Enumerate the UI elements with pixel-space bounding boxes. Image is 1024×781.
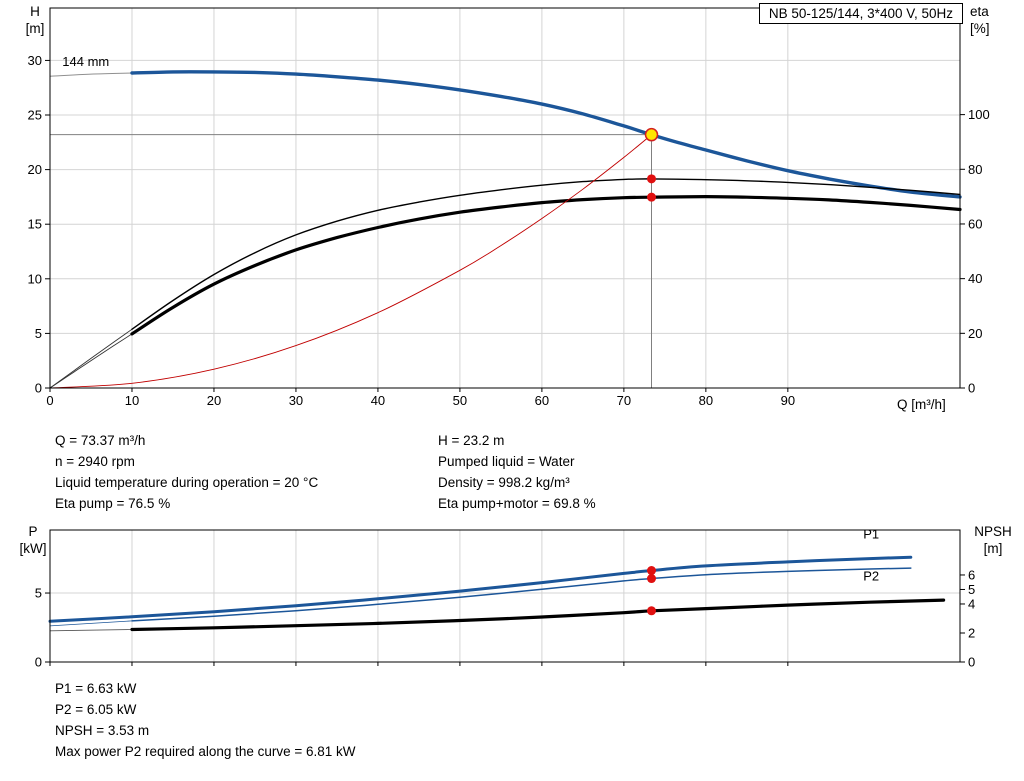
npsh-axis-title: NPSH [m] — [964, 523, 1022, 557]
y-right-tick-label: 5 — [968, 582, 975, 597]
eta-axis-title-line1: eta — [970, 4, 989, 19]
impeller-size-label: 144 mm — [62, 54, 109, 69]
y-right-tick-label: 40 — [968, 271, 982, 286]
flow-axis-title: Q [m³/h] — [897, 397, 946, 412]
y-right-tick-label: 80 — [968, 162, 982, 177]
power-results-line: Max power P2 required along the curve = … — [55, 744, 356, 759]
x-tick-label: 80 — [699, 393, 713, 408]
head-axis-title-line2: [m] — [25, 21, 45, 36]
series-eta-pump-motor-lead — [49, 333, 133, 389]
y-left-tick-label: 0 — [35, 381, 42, 396]
y-left-tick-label: 30 — [28, 53, 42, 68]
power-results-line: P1 = 6.63 kW — [55, 681, 137, 696]
npsh-point-marker — [647, 606, 657, 616]
x-tick-label: 0 — [46, 393, 53, 408]
npsh-axis-title-line1: NPSH — [974, 524, 1012, 539]
operating-data-line: Liquid temperature during operation = 20… — [55, 475, 319, 490]
operating-data-line: Q = 73.37 m³/h — [55, 433, 146, 448]
operating-data-line: H = 23.2 m — [438, 433, 505, 448]
x-tick-label: 20 — [207, 393, 221, 408]
operating-point-marker — [644, 127, 659, 142]
hq-eta-chart-svg: 0 10 20 30 40 50 60 70 80 90 0 5 10 15 20 25 30 0 20 40 60 80… — [28, 7, 990, 408]
y-right-tick-label: 6 — [968, 567, 975, 582]
series-npsh-curve — [130, 598, 946, 632]
y-right-tick-label: 100 — [968, 107, 990, 122]
y-right-tick-label: 2 — [968, 625, 975, 640]
series-p1-curve — [48, 555, 913, 623]
eta-pump-motor-point-marker — [647, 192, 657, 202]
power-axis-title-line1: P — [28, 524, 38, 539]
series-head-curve-144mm — [130, 70, 962, 199]
p1-curve-label: P1 — [863, 527, 879, 542]
operating-data-line: Density = 998.2 kg/m³ — [438, 475, 570, 490]
series-system-curve — [49, 134, 652, 389]
series-eta-pump-lead — [49, 328, 133, 389]
power-axis-title: P [kW] — [10, 523, 56, 557]
eta-pump-point-marker — [647, 174, 657, 184]
x-tick-label: 50 — [453, 393, 467, 408]
y-right-tick-label: 4 — [968, 596, 975, 611]
operating-data-col2: H = 23.2 m Pumped liquid = Water Density… — [438, 430, 596, 514]
y-right-tick-label: 60 — [968, 216, 982, 231]
series-eta-pump-motor-curve — [130, 195, 962, 336]
series-npsh-curve-lead — [49, 629, 133, 632]
y-left-tick-label: 5 — [35, 586, 42, 601]
y-right-tick-label: 0 — [968, 655, 975, 670]
operating-data-line: Pumped liquid = Water — [438, 454, 575, 469]
plot-border — [49, 529, 961, 663]
operating-data-line: Eta pump+motor = 69.8 % — [438, 496, 596, 511]
operating-data-line: n = 2940 rpm — [55, 454, 135, 469]
eta-axis-title-line2: [%] — [970, 21, 990, 36]
y-right-tick-label: 0 — [968, 381, 975, 396]
npsh-axis-title-line2: [m] — [983, 541, 1003, 556]
y-left-tick-label: 25 — [28, 108, 42, 123]
x-tick-label: 30 — [289, 393, 303, 408]
series-head-curve-lead — [49, 72, 133, 77]
y-left-tick-label: 0 — [35, 655, 42, 670]
eta-axis-title: eta [%] — [970, 3, 1022, 37]
operating-data-col1: Q = 73.37 m³/h n = 2940 rpm Liquid tempe… — [55, 430, 318, 514]
p2-curve-label: P2 — [863, 569, 879, 584]
power-results-line: P2 = 6.05 kW — [55, 702, 137, 717]
series-eta-pump-curve — [131, 178, 961, 330]
y-right-tick-label: 20 — [968, 326, 982, 341]
pump-title-box: NB 50-125/144, 3*400 V, 50Hz — [758, 3, 963, 24]
head-axis-title: H [m] — [14, 3, 56, 37]
x-tick-label: 70 — [617, 393, 631, 408]
head-axis-title-line1: H — [30, 4, 40, 19]
y-left-tick-label: 10 — [28, 271, 42, 286]
series-p2-curve-lead — [49, 620, 133, 627]
power-results-block: P1 = 6.63 kW P2 = 6.05 kW NPSH = 3.53 m … — [55, 678, 356, 762]
p2-point-marker — [647, 574, 657, 584]
y-left-tick-label: 20 — [28, 162, 42, 177]
x-tick-label: 90 — [781, 393, 795, 408]
plot-border — [49, 7, 961, 389]
operating-data-line: Eta pump = 76.5 % — [55, 496, 171, 511]
power-results-line: NPSH = 3.53 m — [55, 723, 150, 738]
x-tick-label: 10 — [125, 393, 139, 408]
x-tick-label: 60 — [535, 393, 549, 408]
power-axis-title-line2: [kW] — [19, 541, 47, 556]
p1-point-marker — [647, 566, 657, 576]
y-left-tick-label: 15 — [28, 217, 42, 232]
y-left-tick-label: 5 — [35, 326, 42, 341]
x-tick-label: 40 — [371, 393, 385, 408]
series-p2-curve — [131, 567, 912, 622]
